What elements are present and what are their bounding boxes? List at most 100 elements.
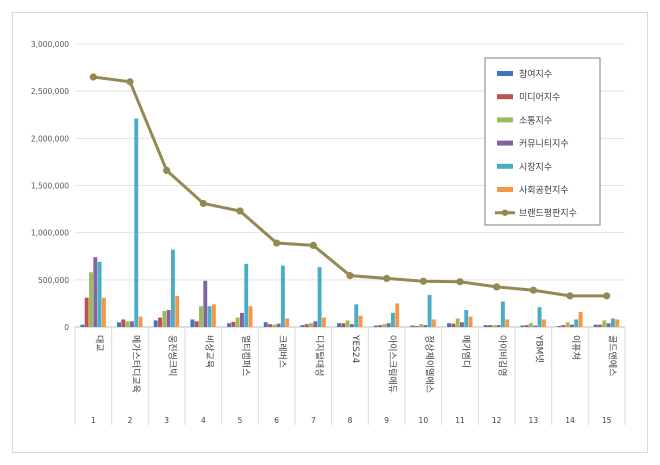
x-axis: 대교 1 메가스터디교육 2 웅진씽크빅 3 비상교육 4 멀티캠퍼스 5 크레버스 6 디지털대성 7 Y… bbox=[74, 327, 626, 425]
bar-2-5 bbox=[231, 321, 236, 327]
bar-4-9 bbox=[386, 323, 391, 327]
bar-6-9 bbox=[395, 303, 400, 327]
bar-2-7 bbox=[304, 324, 309, 327]
bar-5-15 bbox=[610, 318, 615, 327]
bar-5-5 bbox=[244, 263, 249, 327]
bar-2-13 bbox=[524, 325, 529, 327]
bar-1-9 bbox=[373, 325, 378, 327]
category-label: 아이비김영 bbox=[497, 335, 509, 376]
bar-1-4 bbox=[190, 319, 195, 327]
bar-4-10 bbox=[423, 325, 428, 327]
legend-label: 시장지수 bbox=[519, 162, 552, 173]
bar-4-14 bbox=[570, 324, 574, 327]
bar-2-9 bbox=[378, 325, 382, 327]
y-tick-label: 2,500,000 bbox=[31, 87, 69, 96]
bar-4-11 bbox=[460, 322, 464, 327]
bar-1-5 bbox=[227, 323, 231, 327]
legend-line-marker bbox=[501, 209, 509, 216]
category-label: 정상제이엘에스 bbox=[423, 335, 434, 393]
gridlines bbox=[75, 43, 625, 328]
bar-3-6 bbox=[272, 324, 277, 327]
bar-5-1 bbox=[97, 261, 102, 327]
rank-label: 1 bbox=[91, 416, 96, 425]
bar-2-15 bbox=[598, 324, 602, 327]
legend-swatch bbox=[497, 71, 513, 76]
category-label: 메가스터디교육 bbox=[130, 335, 141, 393]
bar-3-11 bbox=[455, 318, 460, 327]
brand-index-point-5 bbox=[236, 207, 244, 215]
bar-1-11 bbox=[447, 323, 451, 327]
bar-3-1 bbox=[89, 272, 93, 327]
bar-4-7 bbox=[313, 321, 318, 327]
bar-6-1 bbox=[101, 297, 106, 327]
bar-6-5 bbox=[248, 306, 253, 327]
bar-6-7 bbox=[321, 317, 326, 327]
brand-index-point-14 bbox=[566, 292, 574, 300]
bar-3-9 bbox=[382, 324, 387, 327]
bar-1-2 bbox=[117, 322, 121, 327]
bar-2-14 bbox=[561, 325, 566, 327]
bar-3-12 bbox=[492, 325, 497, 327]
bar-6-11 bbox=[468, 316, 473, 327]
bar-2-12 bbox=[488, 325, 492, 327]
bar-5-13 bbox=[537, 307, 542, 327]
bar-2-4 bbox=[194, 321, 199, 327]
category-label: 아이스크림에듀 bbox=[387, 335, 399, 393]
bar-4-12 bbox=[496, 325, 501, 327]
category-label: 골드앤에스 bbox=[607, 335, 618, 376]
y-axis: 0 500,000 1,000,000 1,500,000 2,000,000 2,500… bbox=[31, 40, 69, 332]
rank-label: 11 bbox=[455, 416, 465, 425]
brand-index-point-13 bbox=[529, 286, 537, 294]
bar-1-6 bbox=[263, 322, 268, 327]
bar-line-chart: 0 500,000 1,000,000 1,500,000 2,000,000 2,500… bbox=[31, 40, 626, 425]
bar-6-13 bbox=[541, 319, 546, 327]
bar-4-13 bbox=[533, 325, 538, 327]
bar-6-8 bbox=[358, 315, 363, 327]
legend-label: 미디어지수 bbox=[519, 92, 560, 103]
category-label: YES24 bbox=[350, 334, 360, 364]
category-label: 멀티캠퍼스 bbox=[240, 335, 252, 376]
bar-3-10 bbox=[419, 324, 423, 327]
rank-label: 14 bbox=[565, 416, 575, 425]
brand-index-point-3 bbox=[163, 166, 171, 175]
bar-1-13 bbox=[520, 325, 525, 327]
brand-index-point-11 bbox=[456, 278, 464, 286]
rank-label: 2 bbox=[128, 416, 133, 425]
legend-label: 커뮤니티지수 bbox=[519, 139, 569, 150]
brand-index-point-8 bbox=[346, 271, 354, 280]
y-tick-label: 1,500,000 bbox=[31, 182, 69, 191]
legend-label: 소통지수 bbox=[519, 115, 552, 126]
bar-3-7 bbox=[309, 323, 313, 327]
brand-index-point-15 bbox=[603, 292, 611, 300]
bar-6-3 bbox=[175, 295, 180, 327]
rank-label: 3 bbox=[164, 416, 169, 425]
bar-5-11 bbox=[464, 310, 469, 327]
bar-4-15 bbox=[606, 323, 611, 327]
brand-index-point-4 bbox=[199, 199, 207, 208]
bar-6-15 bbox=[615, 319, 620, 327]
brand-index-point-1 bbox=[89, 73, 97, 81]
bar-2-6 bbox=[268, 324, 272, 327]
legend-swatch bbox=[497, 117, 513, 123]
bar-4-2 bbox=[130, 321, 134, 327]
bar-4-8 bbox=[350, 324, 354, 327]
y-tick-label: 500,000 bbox=[38, 276, 69, 285]
bar-2-10 bbox=[414, 326, 419, 327]
category-label: YBM넷 bbox=[533, 334, 544, 363]
bar-5-6 bbox=[280, 265, 285, 327]
y-tick-label: 0 bbox=[64, 323, 69, 332]
rank-label: 10 bbox=[419, 416, 429, 425]
bar-5-9 bbox=[390, 312, 395, 327]
brand-index-point-6 bbox=[273, 239, 281, 247]
legend-swatch bbox=[497, 187, 513, 192]
bar-4-4 bbox=[203, 280, 208, 327]
legend-swatch bbox=[497, 140, 513, 146]
brand-index-point-7 bbox=[309, 241, 317, 250]
legend-label: 참여지수 bbox=[519, 68, 552, 80]
bar-1-10 bbox=[410, 325, 415, 327]
bar-6-10 bbox=[431, 319, 436, 327]
category-label: 이퓨쳐 bbox=[570, 335, 582, 360]
bar-3-2 bbox=[125, 321, 130, 327]
rank-label: 6 bbox=[274, 416, 279, 425]
